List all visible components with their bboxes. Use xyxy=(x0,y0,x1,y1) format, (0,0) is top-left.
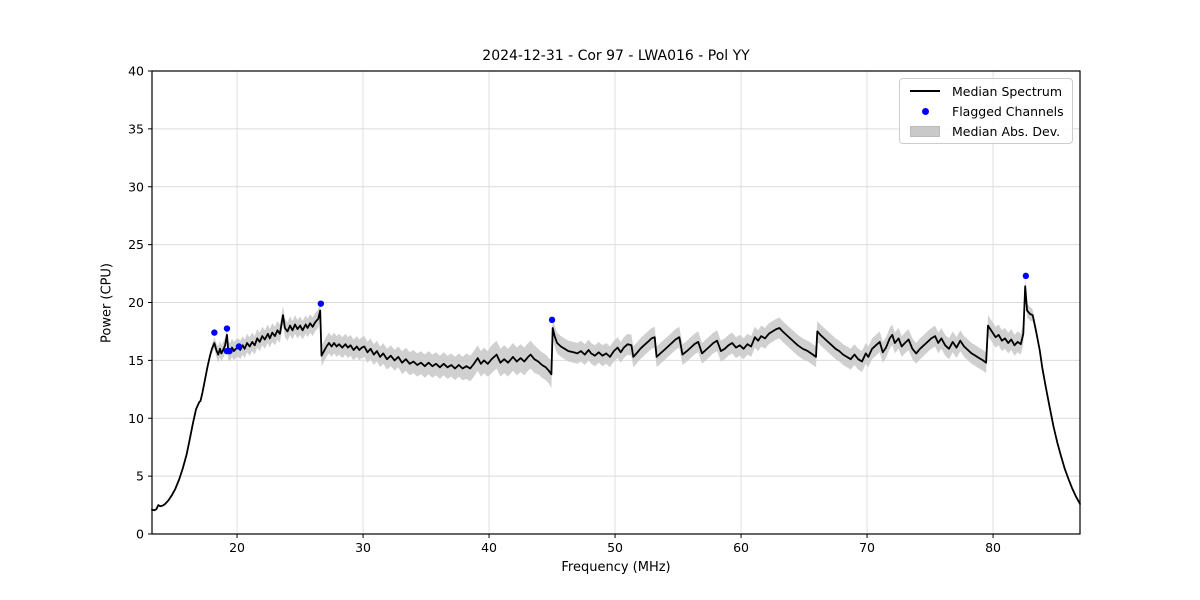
x-tick-label: 50 xyxy=(607,540,623,555)
median-spectrum-line-icon xyxy=(910,90,940,92)
chart-title: 2024-12-31 - Cor 97 - LWA016 - Pol YY xyxy=(482,48,750,64)
median-spectrum-line xyxy=(151,285,1081,512)
legend-label-median-spectrum: Median Spectrum xyxy=(952,83,1063,99)
x-tick-label: 30 xyxy=(355,540,371,555)
flagged-channel-dot xyxy=(223,325,231,332)
y-axis-ticks: 0 5 10 15 20 25 30 35 40 xyxy=(128,64,152,542)
y-tick-label: 20 xyxy=(128,295,144,310)
flagged-channel-dot xyxy=(548,316,556,324)
x-tick-label: 60 xyxy=(733,540,749,555)
x-tick-label: 20 xyxy=(229,540,245,555)
y-tick-label: 15 xyxy=(128,353,144,368)
legend: Median Spectrum Flagged Channels Median … xyxy=(899,78,1073,144)
y-tick-label: 10 xyxy=(128,411,144,426)
flagged-channel-dot-icon xyxy=(921,107,929,115)
y-tick-label: 40 xyxy=(128,64,144,79)
mad-band-patch-icon xyxy=(910,125,940,137)
legend-item-median-abs-dev: Median Abs. Dev. xyxy=(906,121,1066,141)
x-tick-label: 80 xyxy=(985,540,1001,555)
y-tick-label: 0 xyxy=(136,527,144,542)
mad-band xyxy=(152,278,1080,511)
y-tick-label: 30 xyxy=(128,179,144,194)
legend-swatch-cell xyxy=(906,107,944,115)
y-tick-label: 25 xyxy=(128,237,144,252)
flagged-channel-dot xyxy=(211,329,218,336)
flagged-channel-dot xyxy=(235,343,243,350)
flagged-channel-dot xyxy=(317,300,325,307)
legend-label-flagged-channels: Flagged Channels xyxy=(952,103,1064,119)
x-tick-label: 40 xyxy=(481,540,497,555)
legend-swatch-cell xyxy=(906,125,944,137)
grid-lines xyxy=(152,70,1080,535)
y-axis-label: Power (CPU) xyxy=(99,262,115,344)
x-axis-ticks: 20 30 40 50 60 70 80 xyxy=(229,534,1001,555)
flagged-channels xyxy=(211,272,1030,355)
flagged-channel-dot xyxy=(226,347,233,355)
x-tick-label: 70 xyxy=(859,540,875,555)
legend-item-median-spectrum: Median Spectrum xyxy=(906,81,1066,101)
x-axis-label: Frequency (MHz) xyxy=(561,560,671,575)
legend-item-flagged-channels: Flagged Channels xyxy=(906,101,1066,121)
y-tick-label: 35 xyxy=(128,121,144,136)
flagged-channel-dot xyxy=(1022,272,1030,280)
y-tick-label: 5 xyxy=(136,469,144,484)
legend-label-median-abs-dev: Median Abs. Dev. xyxy=(952,123,1061,139)
legend-swatch-cell xyxy=(906,90,944,92)
